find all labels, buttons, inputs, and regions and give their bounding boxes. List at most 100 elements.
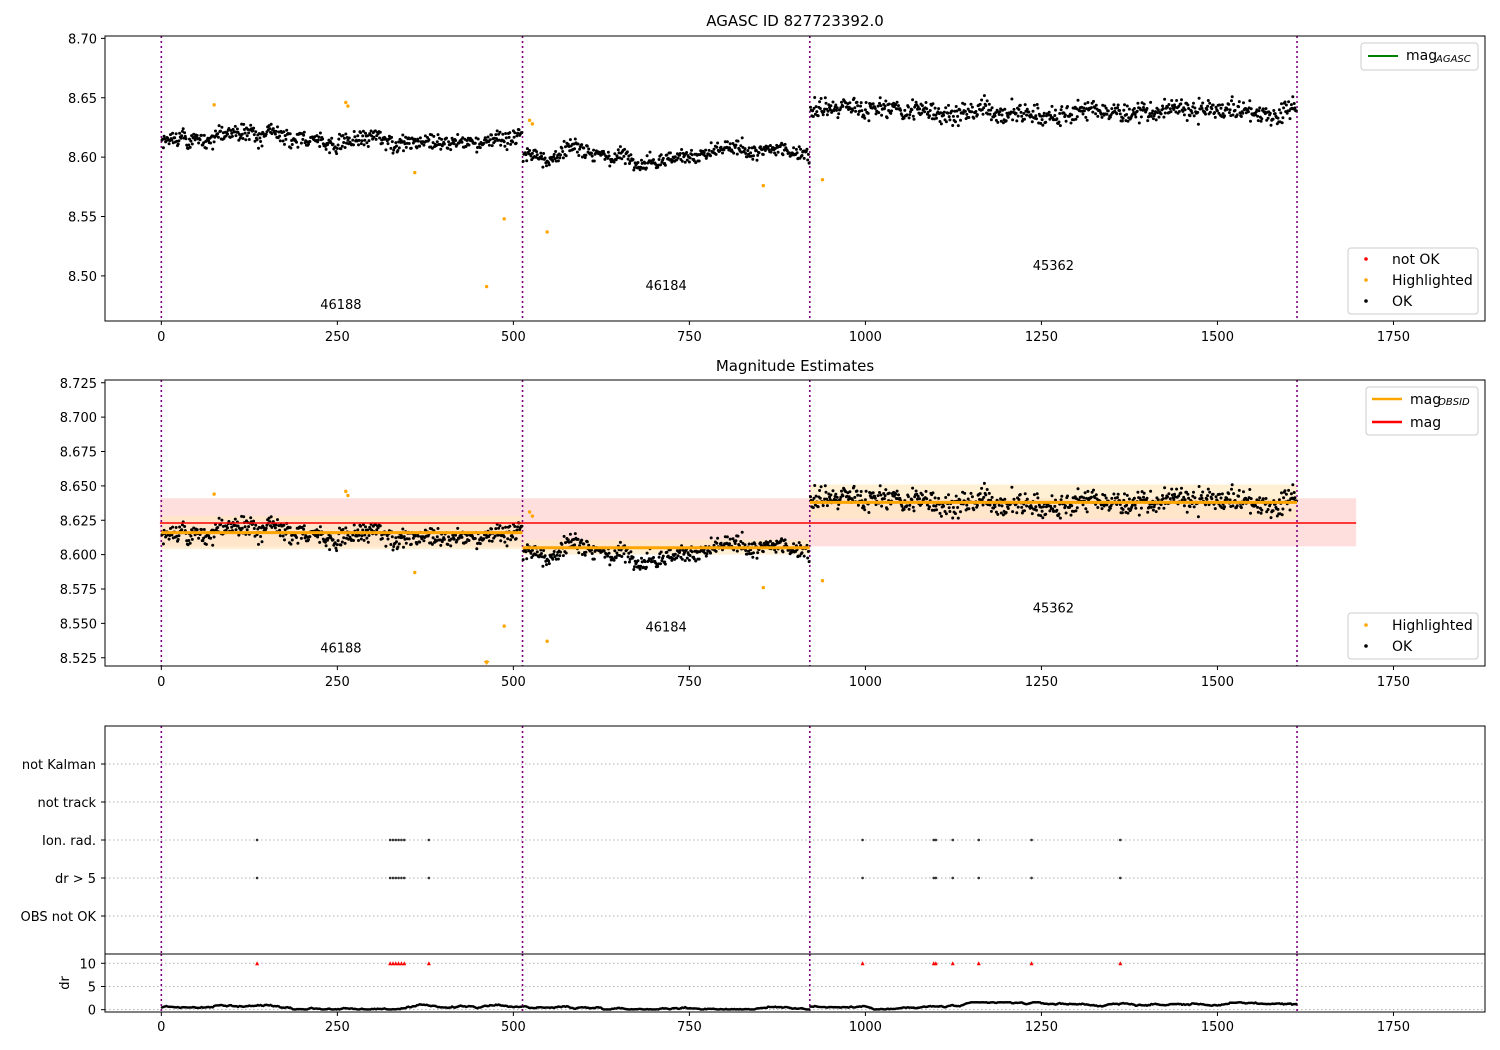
ok-point xyxy=(825,504,829,508)
ok-point xyxy=(545,164,548,168)
ok-point xyxy=(792,542,796,546)
ok-point xyxy=(240,132,244,136)
ok-point xyxy=(961,111,965,115)
x-tick-label: 1250 xyxy=(1025,330,1058,345)
ok-point xyxy=(981,503,985,507)
ok-point xyxy=(657,555,661,559)
ok-point xyxy=(1254,113,1257,117)
panel1-axes-frame xyxy=(104,35,1486,322)
ok-point xyxy=(918,107,922,111)
ok-point xyxy=(780,537,784,541)
ok-point xyxy=(745,155,749,159)
ok-point xyxy=(620,157,624,161)
ok-point xyxy=(401,133,405,137)
ok-point xyxy=(162,134,166,138)
ok-point xyxy=(1285,111,1289,115)
ok-point xyxy=(829,493,833,497)
ok-point xyxy=(1161,107,1165,111)
ok-point xyxy=(894,103,898,107)
ok-point xyxy=(752,154,755,158)
ok-point xyxy=(559,550,562,554)
ok-point xyxy=(1242,490,1245,494)
ok-point xyxy=(859,494,862,498)
ok-point xyxy=(465,139,469,142)
ok-point xyxy=(954,512,957,516)
ok-point xyxy=(302,133,306,137)
ok-point xyxy=(370,134,374,138)
ok-point xyxy=(863,116,867,120)
x-tick-label: 0 xyxy=(157,330,165,345)
panel-agasc: AGASC ID 827723392.0 46188 46184 45362 0 250… xyxy=(68,12,1486,345)
ok-point xyxy=(933,106,937,110)
ok-point xyxy=(257,146,260,150)
ok-point xyxy=(998,110,1002,114)
panel1-title: AGASC ID 827723392.0 xyxy=(706,12,884,30)
ok-point xyxy=(423,528,427,532)
ok-point xyxy=(659,163,662,167)
ok-point xyxy=(335,147,339,150)
ok-point xyxy=(328,151,332,155)
ok-point xyxy=(352,539,355,542)
legend-label: mag xyxy=(1410,415,1441,431)
legend-label: Highlighted xyxy=(1392,618,1473,634)
ok-point xyxy=(805,147,809,151)
ok-point xyxy=(454,533,458,537)
ok-point xyxy=(1161,494,1164,497)
ok-point xyxy=(1287,488,1291,492)
ok-point xyxy=(167,537,171,541)
legend-label: mag xyxy=(1410,392,1441,408)
ok-point xyxy=(391,548,395,552)
ok-point xyxy=(989,108,993,112)
ok-point xyxy=(1092,99,1095,103)
ok-point xyxy=(1042,111,1046,115)
ok-point xyxy=(276,518,279,522)
ok-point xyxy=(373,129,377,133)
ok-point xyxy=(1094,103,1098,107)
flag-point xyxy=(400,876,403,880)
ok-point xyxy=(1103,104,1107,108)
ok-point xyxy=(751,555,755,559)
ok-point xyxy=(1060,494,1064,498)
ok-point xyxy=(805,543,809,547)
ok-point xyxy=(1136,101,1140,105)
ok-point xyxy=(1185,119,1189,122)
ok-point xyxy=(1282,496,1286,500)
ok-point xyxy=(1281,507,1285,511)
ok-point xyxy=(590,552,594,555)
ok-point xyxy=(435,140,439,144)
flag-category-label: OBS not OK xyxy=(21,910,97,925)
dr-outlier-marker xyxy=(396,961,401,966)
ok-point xyxy=(528,149,532,152)
ok-point xyxy=(1135,109,1139,113)
ok-point xyxy=(216,135,220,139)
ok-point xyxy=(551,557,555,561)
ok-point xyxy=(1104,496,1108,500)
flag-category-label: Ion. rad. xyxy=(42,834,96,849)
ok-point xyxy=(464,540,468,544)
ok-point xyxy=(507,135,511,139)
ok-point xyxy=(1269,516,1273,520)
flag-category-label: not track xyxy=(37,796,96,811)
ok-point xyxy=(1199,104,1203,108)
ok-point xyxy=(288,526,292,530)
ok-point xyxy=(613,152,617,156)
ok-point xyxy=(942,504,946,508)
ok-point xyxy=(735,152,739,156)
panel2-plot-area: 46188 46184 45362 xyxy=(159,380,1357,666)
ok-point xyxy=(1196,122,1200,126)
ok-point xyxy=(330,136,334,140)
ok-point xyxy=(295,140,298,144)
ok-point xyxy=(813,96,817,99)
ok-point xyxy=(576,537,580,541)
ok-point xyxy=(818,107,822,110)
ok-point xyxy=(688,156,692,160)
ok-point xyxy=(308,140,312,143)
ok-point xyxy=(590,548,593,552)
ok-point xyxy=(1204,503,1207,507)
ok-point xyxy=(301,137,305,141)
ok-point xyxy=(774,153,778,157)
ok-point xyxy=(811,109,815,113)
ok-point xyxy=(378,136,382,140)
ok-point xyxy=(1248,99,1252,103)
ok-point xyxy=(1120,119,1124,123)
